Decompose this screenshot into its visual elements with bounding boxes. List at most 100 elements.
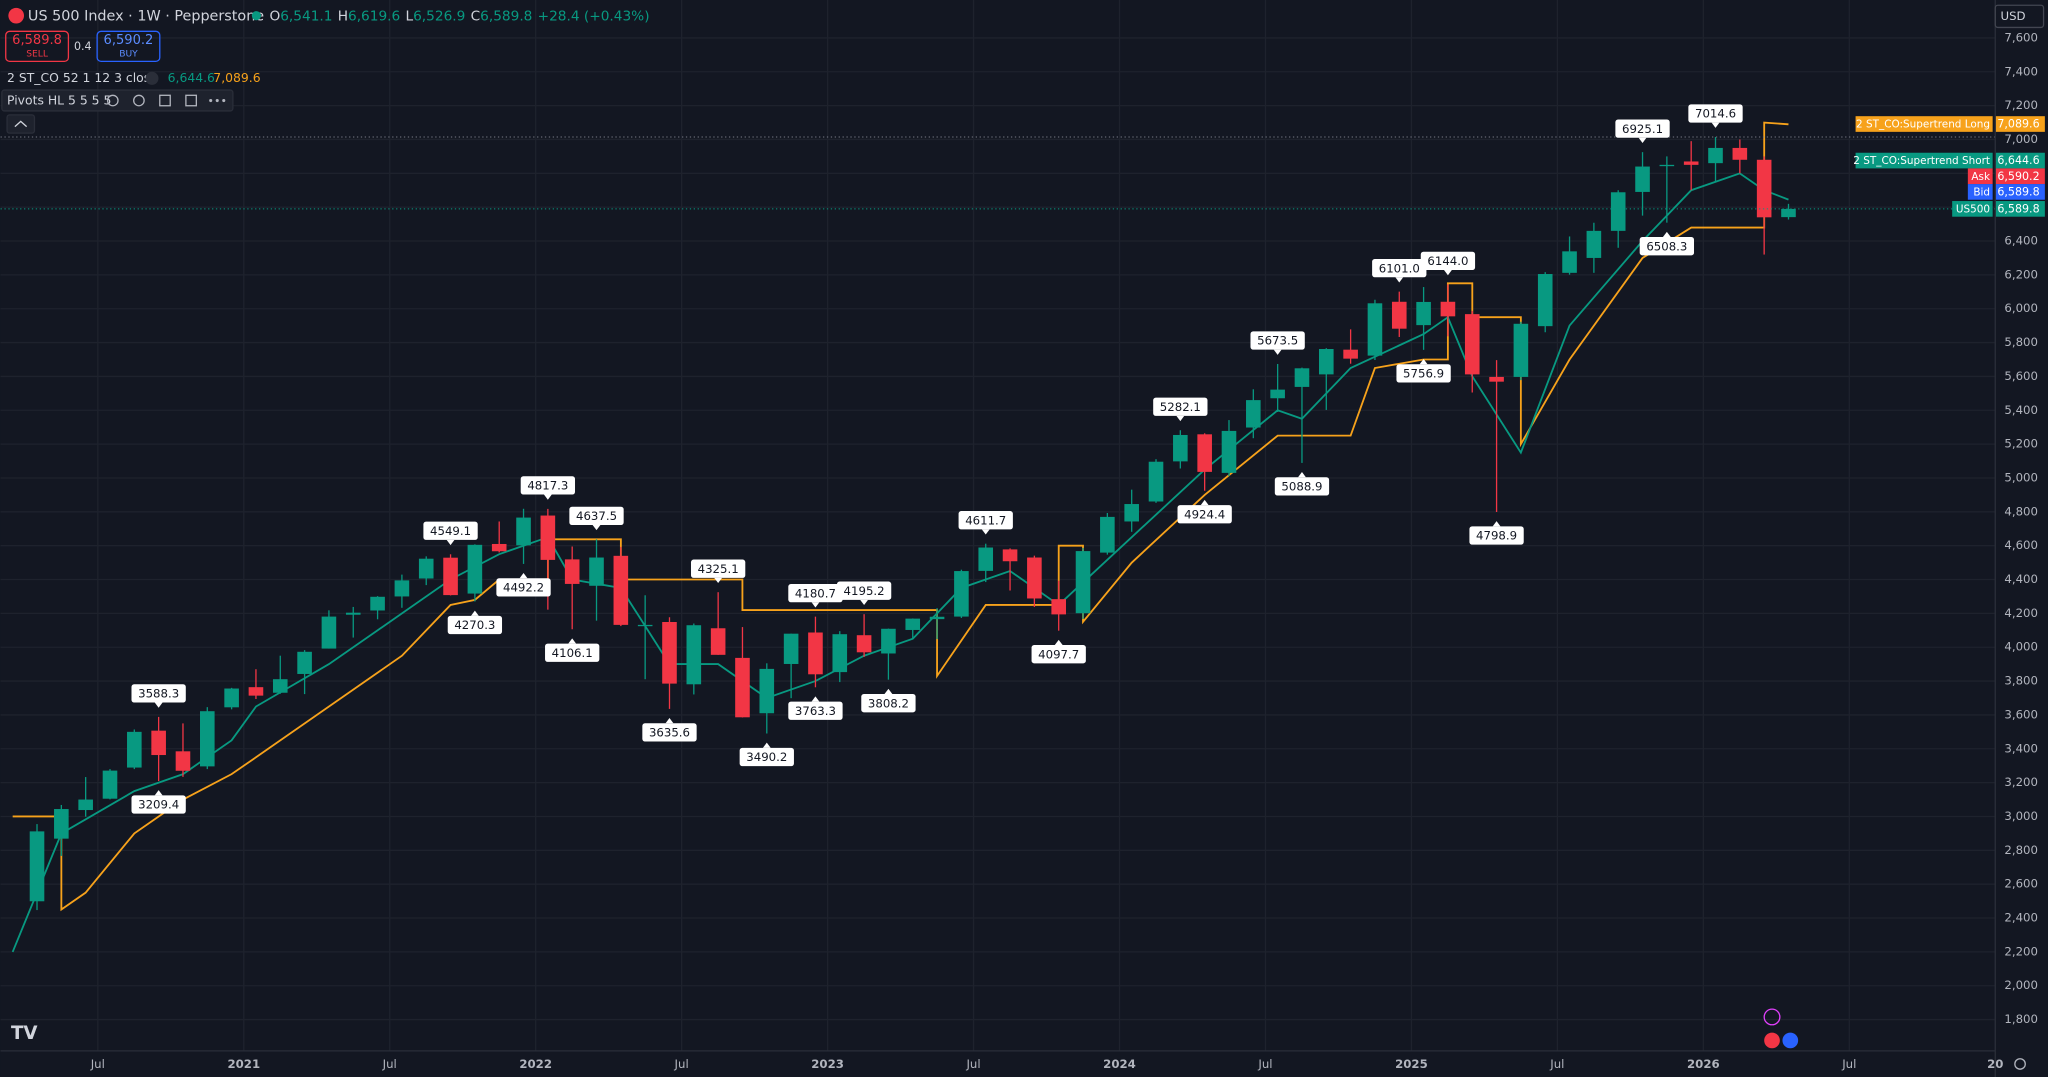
pivot-label: 4924.4 bbox=[1184, 507, 1225, 521]
candle-body bbox=[1440, 301, 1456, 317]
x-tick-label: 2021 bbox=[227, 1057, 260, 1071]
price-tag-value: 6,590.2 bbox=[1997, 170, 2039, 183]
x-tick-label: Jul bbox=[674, 1057, 689, 1071]
price-tag-value: 6,589.8 bbox=[1997, 186, 2039, 199]
pivot-pointer bbox=[154, 790, 163, 796]
pivot-label: 3635.6 bbox=[649, 726, 690, 740]
x-tick-label: 2024 bbox=[1103, 1057, 1136, 1071]
pivot-label: 4180.7 bbox=[795, 586, 836, 600]
indicator-icon[interactable] bbox=[145, 71, 159, 85]
pivot-label: 4097.7 bbox=[1038, 647, 1079, 661]
settings-icon[interactable] bbox=[2014, 1058, 2026, 1070]
candle-body bbox=[735, 657, 750, 718]
event-icon[interactable] bbox=[1764, 1032, 1780, 1049]
indicator-long: 7,089.6 bbox=[213, 70, 260, 85]
alert-icon[interactable] bbox=[1763, 1008, 1781, 1026]
pivot-label-box bbox=[1274, 477, 1330, 496]
candle-body bbox=[686, 625, 702, 685]
pivot-label: 5673.5 bbox=[1257, 334, 1298, 348]
ohlc-value: 6,619.6 bbox=[348, 8, 400, 24]
pivot-label-box bbox=[520, 476, 576, 495]
x-tick-label: 2023 bbox=[811, 1057, 844, 1071]
pivot-label-box bbox=[1250, 331, 1305, 350]
pivot-pointer bbox=[981, 529, 990, 535]
candle-body bbox=[1343, 349, 1358, 359]
candle-body bbox=[1756, 159, 1772, 218]
plot bbox=[0, 121, 1996, 953]
candle-body bbox=[1562, 251, 1577, 273]
settings-icon[interactable] bbox=[133, 94, 145, 107]
pivot-label: 4549.1 bbox=[430, 524, 471, 538]
pivot-label: 3763.3 bbox=[795, 704, 836, 718]
pivot-pointer bbox=[1298, 472, 1306, 478]
pivot-label: 6508.3 bbox=[1646, 239, 1687, 253]
pivot-pointer bbox=[1444, 269, 1452, 276]
pivot-label-box bbox=[861, 694, 916, 713]
price-tag-name: US500 bbox=[1956, 204, 1990, 216]
more-icon[interactable] bbox=[215, 98, 219, 103]
candle-body bbox=[856, 635, 872, 653]
buy-price: 6,590.2 bbox=[104, 33, 154, 48]
y-tick-label: 4,600 bbox=[2004, 538, 2038, 552]
delete-icon[interactable] bbox=[185, 94, 197, 107]
y-tick-label: 5,400 bbox=[2004, 403, 2038, 417]
sell-button[interactable] bbox=[5, 30, 70, 63]
supertrend-tag-name: 2 ST_CO:Supertrend Long bbox=[1856, 119, 1990, 131]
pivot-label-box bbox=[958, 511, 1013, 530]
y-tick-label: 3,000 bbox=[2004, 809, 2038, 823]
pivot-pointer bbox=[1273, 349, 1282, 355]
ohlc-label: C bbox=[471, 8, 481, 24]
collapse-icon bbox=[14, 120, 28, 128]
ohlc-value: 6,541.1 bbox=[280, 8, 332, 24]
supertrend-tag-name-box bbox=[1855, 116, 1993, 132]
indicator-name[interactable]: 2 ST_CO 52 1 12 3 close bbox=[7, 70, 158, 85]
y-tick-label: 5,600 bbox=[2004, 369, 2038, 383]
ohlc-change: +28.4 (+0.43%) bbox=[538, 8, 650, 24]
currency-button[interactable] bbox=[1994, 4, 2045, 29]
pivot-label-box bbox=[423, 521, 478, 540]
price-tag-name-box bbox=[1967, 168, 1993, 185]
supertrend-line bbox=[12, 121, 1789, 912]
spread: 0.4 bbox=[74, 40, 92, 53]
symbol-title[interactable]: US 500 Index · 1W · Pepperstone bbox=[28, 8, 264, 24]
price-tag-value: 6,589.8 bbox=[1997, 203, 2039, 216]
y-tick-label: 1,800 bbox=[2004, 1012, 2038, 1026]
pivot-pointer bbox=[811, 696, 820, 702]
event-icon[interactable] bbox=[1782, 1032, 1799, 1049]
candle-body bbox=[954, 571, 969, 617]
tv-logo[interactable]: TV bbox=[11, 1023, 38, 1044]
pivot-label: 6101.0 bbox=[1379, 261, 1420, 275]
y-tick-label: 5,800 bbox=[2004, 335, 2038, 349]
pivot-label: 5088.9 bbox=[1281, 480, 1322, 494]
y-tick-label: 3,800 bbox=[2004, 674, 2038, 688]
pivot-pointer bbox=[543, 494, 552, 500]
eye-icon[interactable] bbox=[106, 94, 119, 107]
candle-body bbox=[1246, 400, 1261, 428]
pivot-pointer bbox=[470, 610, 479, 616]
source-icon[interactable] bbox=[159, 94, 171, 107]
more-icon[interactable] bbox=[209, 98, 213, 103]
collapse-button[interactable] bbox=[6, 114, 36, 134]
more-icon[interactable] bbox=[222, 98, 226, 103]
pivot-label: 3490.2 bbox=[746, 750, 787, 764]
pivot-label-box bbox=[496, 578, 551, 597]
candle-body bbox=[1586, 230, 1602, 258]
pivot-label: 4106.1 bbox=[552, 646, 593, 660]
candle-body bbox=[54, 809, 69, 839]
overlay: 3588.3 4549.1 4817.3 4637.5 4325.1 4180.7 4195… bbox=[131, 104, 2045, 814]
candle-body bbox=[127, 731, 142, 768]
price-tag-name: Bid bbox=[1973, 187, 1990, 199]
candle-body bbox=[905, 618, 921, 630]
candle-body bbox=[1537, 274, 1553, 327]
x-tick-label: 2022 bbox=[519, 1057, 552, 1071]
pivot-pointer bbox=[1662, 231, 1671, 238]
pivot-label: 4611.7 bbox=[965, 513, 1006, 527]
candle-body bbox=[1367, 303, 1383, 356]
candle-body bbox=[1732, 147, 1748, 160]
candle-body bbox=[272, 679, 288, 693]
candle-body bbox=[1659, 164, 1675, 167]
candle-body bbox=[1148, 461, 1164, 502]
buy-button[interactable] bbox=[96, 30, 161, 63]
price-tag-value-box bbox=[1995, 168, 2045, 185]
